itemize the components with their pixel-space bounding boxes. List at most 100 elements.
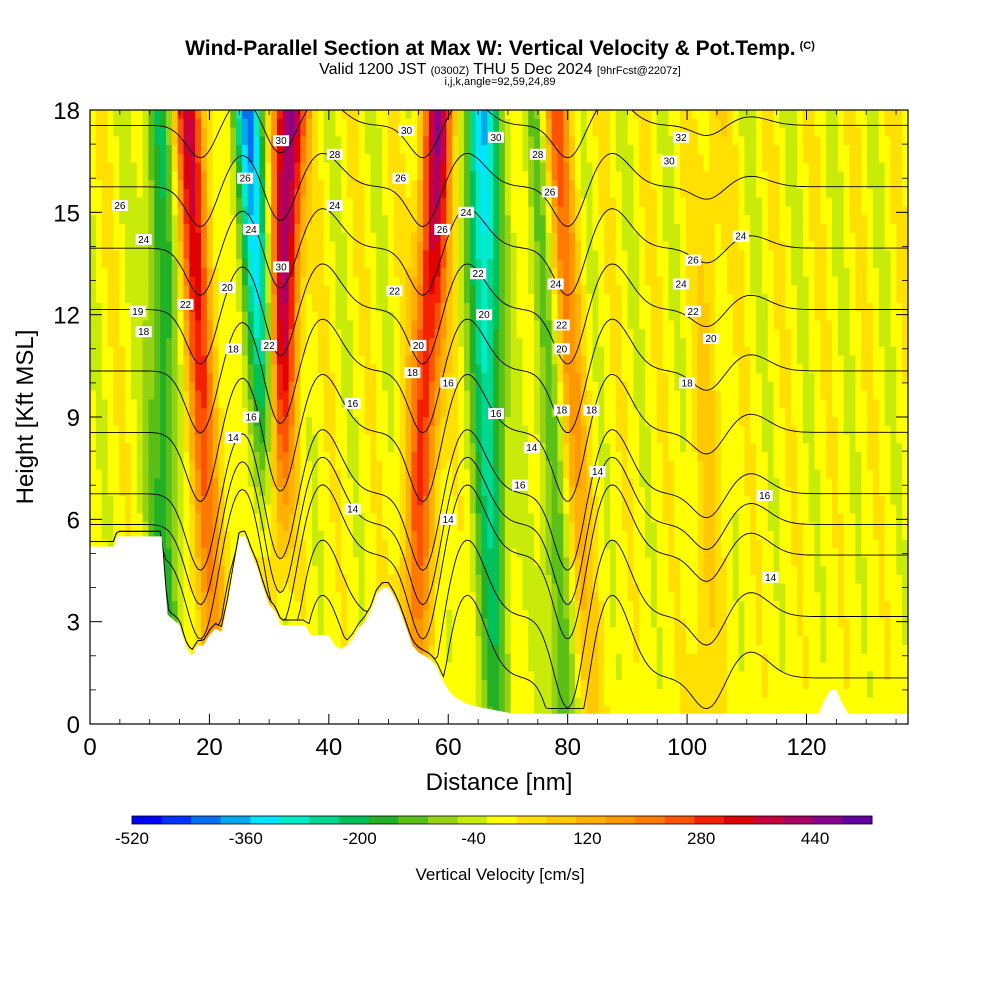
velocity-cell (306, 162, 313, 172)
velocity-cell (452, 206, 459, 216)
velocity-cell (171, 188, 179, 199)
velocity-cell (335, 627, 342, 637)
velocity-cell (352, 250, 360, 260)
velocity-cell (125, 294, 132, 304)
velocity-cell (230, 425, 237, 436)
velocity-cell (288, 434, 296, 444)
velocity-cell (212, 241, 220, 251)
velocity-cell (376, 434, 383, 444)
velocity-cell (206, 241, 214, 251)
velocity-cell (136, 188, 144, 199)
velocity-cell (347, 127, 354, 137)
velocity-cell (265, 531, 272, 541)
velocity-cell (189, 373, 196, 383)
velocity-cell (423, 408, 430, 418)
velocity-cell (317, 601, 325, 611)
velocity-cell (183, 180, 190, 190)
velocity-cell (136, 355, 144, 365)
velocity-cell (417, 627, 424, 637)
velocity-cell (183, 311, 190, 322)
velocity-cell (271, 329, 278, 339)
velocity-cell (323, 618, 331, 629)
velocity-cell (452, 636, 459, 646)
velocity-cell (101, 381, 109, 392)
velocity-cell (241, 469, 249, 479)
velocity-cell (189, 285, 196, 295)
velocity-cell (475, 574, 483, 585)
velocity-cell (300, 180, 307, 190)
velocity-cell (481, 329, 488, 339)
velocity-cell (317, 425, 325, 436)
velocity-cell (347, 224, 354, 234)
velocity-cell (125, 504, 132, 515)
velocity-cell (171, 285, 179, 295)
velocity-cell (317, 338, 325, 348)
velocity-cell (341, 145, 348, 155)
velocity-cell (236, 285, 243, 295)
velocity-cell (282, 443, 290, 453)
velocity-cell (405, 522, 412, 532)
velocity-cell (113, 127, 120, 137)
velocity-cell (95, 522, 103, 532)
velocity-cell (452, 311, 459, 322)
velocity-cell (113, 118, 120, 129)
velocity-cell (154, 259, 161, 269)
velocity-cell (487, 671, 494, 681)
velocity-cell (177, 609, 185, 620)
velocity-cell (382, 127, 389, 137)
velocity-cell (282, 171, 290, 181)
velocity-cell (317, 408, 325, 418)
velocity-cell (282, 618, 290, 629)
velocity-cell (171, 294, 179, 304)
velocity-cell (136, 513, 144, 523)
velocity-cell (171, 250, 179, 260)
velocity-cell (218, 127, 225, 137)
velocity-cell (481, 618, 488, 629)
velocity-cell (376, 110, 383, 120)
velocity-cell (300, 381, 307, 392)
velocity-cell (201, 180, 208, 190)
velocity-cell (393, 495, 401, 506)
velocity-cell (189, 443, 196, 453)
velocity-cell (142, 460, 150, 471)
velocity-cell (95, 197, 103, 208)
velocity-cell (177, 346, 185, 357)
velocity-cell (201, 241, 208, 251)
velocity-cell (212, 180, 220, 190)
velocity-cell (160, 276, 167, 287)
velocity-cell (428, 171, 436, 181)
velocity-cell (125, 311, 132, 322)
velocity-cell (130, 487, 138, 497)
velocity-cell (469, 627, 477, 637)
velocity-cell (399, 487, 407, 497)
velocity-cell (493, 110, 500, 120)
velocity-cell (347, 320, 354, 330)
velocity-cell (399, 364, 407, 374)
velocity-cell (189, 153, 196, 164)
velocity-cell (440, 408, 448, 418)
velocity-cell (323, 338, 331, 348)
velocity-cell (101, 320, 109, 330)
velocity-cell (171, 417, 179, 427)
velocity-cell (195, 452, 202, 462)
velocity-cell (487, 487, 494, 497)
velocity-cell (317, 145, 325, 155)
velocity-cell (224, 197, 231, 208)
velocity-cell (165, 346, 173, 357)
velocity-cell (142, 197, 150, 208)
velocity-cell (119, 495, 126, 506)
velocity-cell (358, 241, 366, 251)
velocity-cell (446, 645, 453, 655)
velocity-cell (463, 653, 471, 664)
velocity-cell (317, 197, 325, 208)
velocity-cell (95, 206, 103, 216)
velocity-cell (382, 574, 389, 585)
velocity-cell (90, 259, 97, 269)
velocity-cell (317, 171, 325, 181)
velocity-cell (405, 285, 412, 295)
velocity-cell (259, 224, 266, 234)
velocity-cell (95, 267, 103, 278)
velocity-cell (148, 408, 155, 418)
velocity-cell (382, 548, 389, 558)
velocity-cell (171, 355, 179, 365)
